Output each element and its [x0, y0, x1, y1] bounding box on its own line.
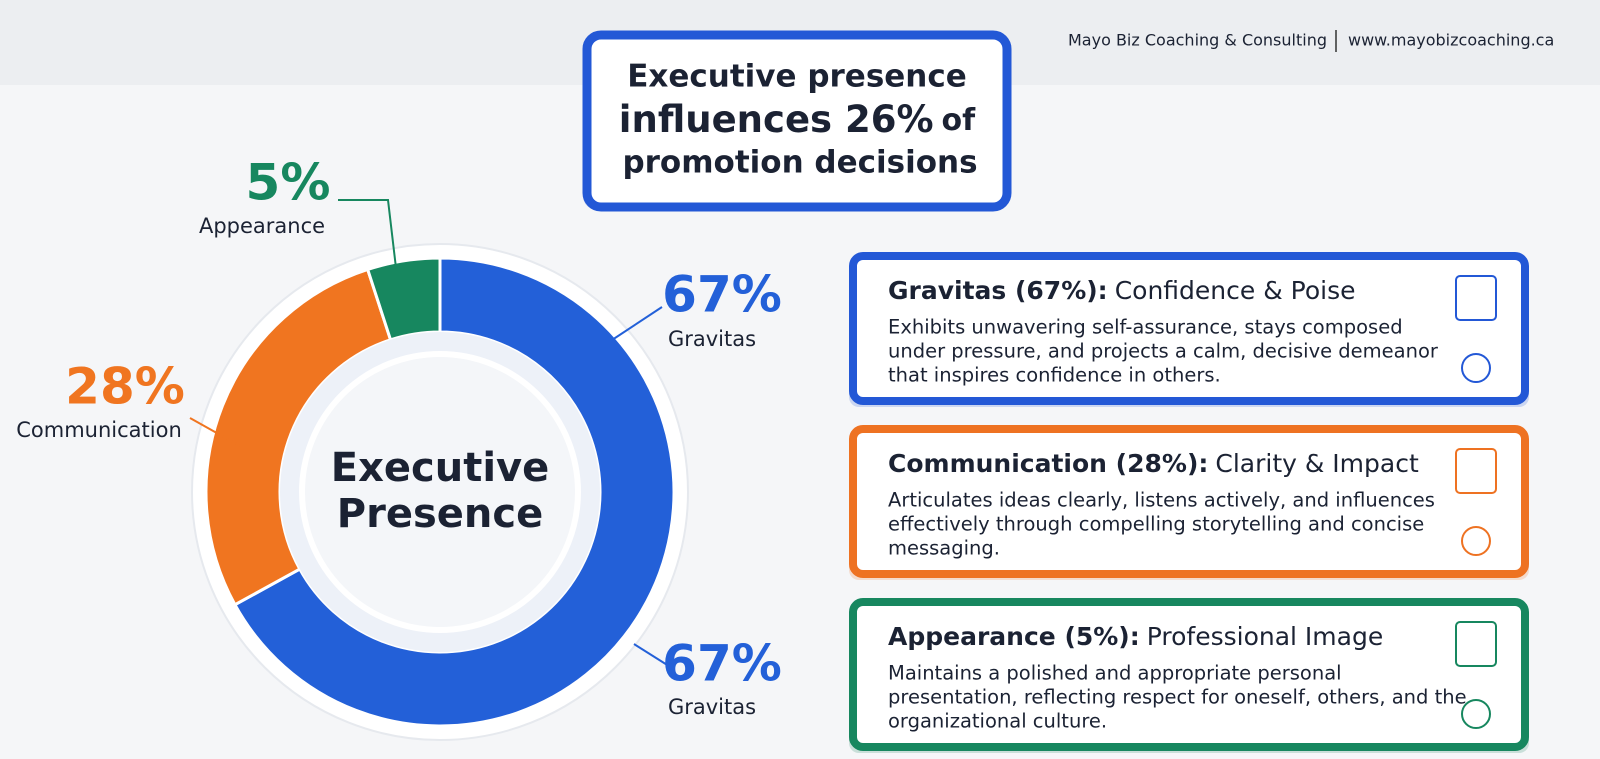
card: [849, 598, 1529, 751]
inner-circle: [299, 351, 581, 633]
cards: Gravitas (67%): Confidence & Poise Exhibit…: [849, 252, 1529, 753]
card-body-line: Articulates ideas clearly, listens activ…: [888, 489, 1435, 512]
headline-box: [582, 30, 1012, 212]
card-icon: [1461, 699, 1491, 729]
card-body-line: Maintains a polished and appropriate per…: [888, 662, 1342, 685]
category-label: Gravitas: [668, 695, 756, 719]
card-title-rest: Professional Image: [1147, 622, 1384, 651]
card-title-rest: Confidence & Poise: [1115, 276, 1356, 305]
center-label: Executive: [331, 445, 549, 491]
card-body-line: organizational culture.: [888, 710, 1107, 733]
card-body-line: that inspires confidence in others.: [888, 364, 1221, 387]
website: www.mayobizcoaching.ca: [1348, 31, 1554, 50]
headline-line: influences 26% of: [619, 98, 976, 141]
card: [849, 425, 1529, 578]
headline-emphasis: influences 26%: [619, 98, 934, 141]
value-label: 67%: [662, 266, 782, 324]
card-body-line: presentation, reflecting respect for one…: [888, 686, 1467, 709]
card-title-rest: Clarity & Impact: [1215, 449, 1419, 478]
card-title: Gravitas (67%): Confidence & Poise: [888, 276, 1355, 305]
card-title-bold: Appearance (5%):: [888, 622, 1140, 651]
card-title: Communication (28%): Clarity & Impact: [888, 449, 1419, 478]
category-label: Communication: [16, 418, 182, 442]
card-icon: [1455, 621, 1497, 667]
card-title-bold: Gravitas (67%):: [888, 276, 1108, 305]
card-title-bold: Communication (28%):: [888, 449, 1208, 478]
donut-segment: [204, 267, 393, 607]
card-body-line: Exhibits unwavering self-assurance, stay…: [888, 316, 1403, 339]
donut-chart: ExecutivePresence67%Gravitas28%Communica…: [16, 154, 782, 741]
value-label: 67%: [662, 635, 782, 693]
card-icon: [1455, 448, 1497, 494]
category-label: Gravitas: [668, 327, 756, 351]
headline-tail: of: [942, 103, 977, 138]
leader-line: [633, 643, 673, 669]
leader-line: [189, 417, 241, 447]
center-label: Presence: [337, 491, 543, 537]
card-title: Appearance (5%): Professional Image: [888, 622, 1383, 651]
leader-line: [611, 306, 663, 341]
card-icon: [1455, 275, 1497, 321]
company-name: Mayo Biz Coaching & Consulting: [1068, 31, 1327, 50]
card-body-line: under pressure, and projects a calm, dec…: [888, 340, 1439, 363]
headline-line: promotion decisions: [622, 145, 977, 181]
value-label: 5%: [246, 154, 331, 212]
headline-line: Executive presence: [627, 59, 967, 95]
card-icon: [1461, 526, 1491, 556]
value-label: 28%: [65, 358, 185, 416]
card: [849, 252, 1529, 405]
leader-line: [338, 199, 397, 269]
card-body-line: messaging.: [888, 537, 1000, 560]
category-label: Appearance: [199, 214, 325, 238]
card-body-line: effectively through compelling storytell…: [888, 513, 1424, 536]
card-icon: [1461, 353, 1491, 383]
